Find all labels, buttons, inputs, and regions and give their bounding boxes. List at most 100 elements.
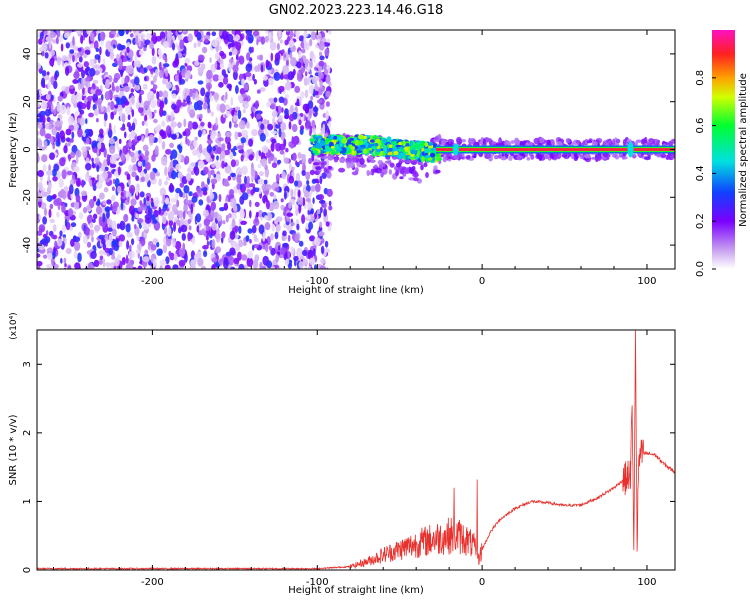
heatmap-cell <box>75 177 81 187</box>
heatmap-cell <box>295 160 298 166</box>
heatmap-cell <box>131 156 137 163</box>
heatmap-cell <box>81 146 87 152</box>
heatmap-cell <box>225 91 228 101</box>
heatmap-cell <box>93 259 100 268</box>
heatmap-cell <box>132 267 138 269</box>
heatmap-cell <box>153 197 160 207</box>
heatmap-cell <box>436 155 440 161</box>
heatmap-cell <box>319 140 324 144</box>
heatmap-cell <box>280 122 287 131</box>
heatmap-cell <box>46 195 53 202</box>
heatmap-cell <box>214 61 218 70</box>
heatmap-cell <box>303 58 309 65</box>
heatmap-cell <box>495 142 500 146</box>
heatmap-cell <box>211 163 216 168</box>
heatmap-cell <box>281 49 285 55</box>
heatmap-cell <box>109 163 117 168</box>
heatmap-cell <box>179 39 185 50</box>
heatmap-cell <box>113 124 116 134</box>
heatmap-cell <box>86 241 92 248</box>
heatmap-cell <box>306 184 311 193</box>
heatmap-cell <box>171 103 177 110</box>
heatmap-cell <box>283 157 290 164</box>
heatmap-cell <box>244 71 252 78</box>
heatmap-cell <box>59 157 66 167</box>
heatmap-cell <box>291 166 295 171</box>
heatmap-cell <box>247 76 254 81</box>
heatmap-cell <box>61 203 66 213</box>
heatmap-cell <box>86 204 91 211</box>
heatmap-cell <box>319 265 327 269</box>
snr-y-multiplier: (x10⁴) <box>9 312 19 339</box>
heatmap-cell <box>426 148 430 154</box>
heatmap-cell <box>277 32 282 38</box>
heatmap-cell <box>49 31 57 39</box>
heatmap-cell <box>251 111 254 119</box>
heatmap-cell <box>139 191 145 198</box>
heatmap-cell <box>391 141 399 145</box>
heatmap-cell <box>234 159 239 167</box>
heatmap-cell <box>339 158 346 163</box>
heatmap-cell <box>270 52 274 62</box>
heatmap-cell <box>142 144 149 152</box>
heatmap-cell <box>94 30 96 31</box>
heatmap-cell <box>313 54 316 64</box>
heatmap-cell <box>341 138 348 144</box>
heatmap-cell <box>181 102 188 107</box>
heatmap-cell <box>271 130 277 135</box>
colorbar-tick-label: 0.8 <box>695 70 706 86</box>
heatmap-cell <box>211 31 217 37</box>
heatmap-cell <box>250 168 256 177</box>
heatmap-cell <box>278 143 286 151</box>
heatmap-cell <box>654 138 658 142</box>
heatmap-x-ticks: -200 -100 0 100 <box>52 30 657 287</box>
heatmap-cell <box>187 30 190 31</box>
heatmap-cell <box>429 152 436 158</box>
heatmap-cell <box>104 91 111 101</box>
heatmap-cell <box>91 157 94 162</box>
snr-y-axis-label: SNR (10 * v/v) <box>8 414 19 485</box>
heatmap-cell <box>172 264 179 269</box>
heatmap-cell <box>278 187 282 193</box>
heatmap-cell <box>229 189 235 196</box>
heatmap-cell <box>151 270 155 274</box>
heatmap-cell <box>289 52 293 59</box>
heatmap-cell <box>206 240 210 248</box>
heatmap-cell <box>135 175 140 182</box>
heatmap-cell <box>77 47 82 52</box>
heatmap-cell <box>76 30 81 35</box>
heatmap-cell <box>206 69 213 80</box>
heatmap-cell <box>266 200 270 210</box>
heatmap-cell <box>347 147 351 152</box>
heatmap-cell <box>117 185 122 194</box>
heatmap-cell <box>252 30 260 37</box>
heatmap-cell <box>223 202 229 211</box>
heatmap-cell <box>124 77 128 85</box>
heatmap-cell <box>70 151 76 159</box>
heatmap-cell <box>135 213 139 219</box>
heatmap-cell <box>92 218 96 223</box>
heatmap-cell <box>312 248 316 257</box>
heatmap-cell <box>488 139 494 147</box>
heatmap-cell <box>301 48 306 54</box>
heatmap-cell <box>153 75 157 83</box>
heatmap-cell <box>516 154 523 161</box>
heatmap-cell <box>423 162 428 168</box>
heatmap-cell <box>287 234 291 242</box>
heatmap-cell <box>288 121 292 130</box>
heatmap-cell <box>188 225 192 231</box>
heatmap-cell <box>47 175 51 183</box>
heatmap-cell <box>327 165 333 170</box>
heatmap-cell <box>284 39 289 46</box>
heatmap-cell <box>262 232 266 242</box>
heatmap-cell <box>151 154 156 162</box>
heatmap-cell <box>150 256 154 263</box>
heatmap-cell <box>153 109 157 114</box>
heatmap-cell <box>494 154 499 160</box>
heatmap-cell <box>91 235 94 243</box>
heatmap-cell <box>309 38 313 47</box>
heatmap-cell <box>129 244 132 251</box>
heatmap-cell <box>295 172 301 182</box>
heatmap-cell <box>56 56 62 66</box>
heatmap-cell <box>410 156 416 161</box>
